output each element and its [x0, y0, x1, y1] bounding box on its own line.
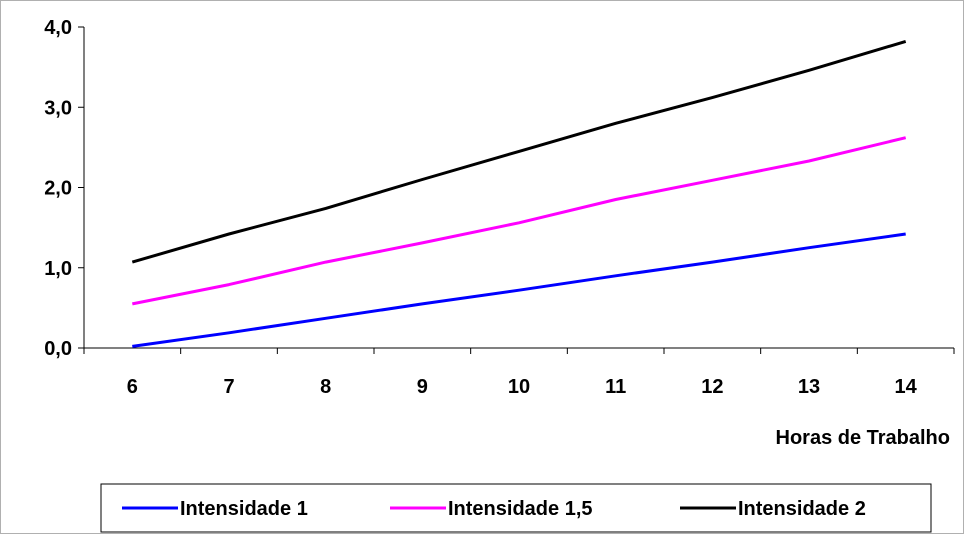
axes: 0,0 1,0 2,0 3,0 4,0 6 7 8 9 10 11 12 13 14	[44, 17, 955, 398]
series-line	[132, 232, 906, 348]
y-tick-label: 4,0	[44, 17, 72, 39]
series-line	[131, 39, 907, 264]
y-tick-label: 3,0	[44, 97, 72, 119]
x-tick-label: 6	[127, 376, 138, 398]
legend-box	[100, 483, 932, 533]
y-tick-label: 1,0	[44, 258, 72, 280]
legend: Intensidade 1 Intensidade 1,5 Intensidade …	[100, 483, 932, 533]
x-tick-label: 10	[508, 376, 530, 398]
x-tick-label: 8	[320, 376, 331, 398]
x-axis-title: Horas de Trabalho	[776, 427, 951, 449]
x-tick-label: 13	[798, 376, 820, 398]
legend-label: Intensidade 2	[738, 498, 866, 520]
x-tick-label: 14	[895, 376, 918, 398]
legend-label: Intensidade 1,5	[448, 498, 593, 520]
x-tick-label: 12	[701, 376, 723, 398]
y-tick-label: 0,0	[44, 338, 72, 360]
y-tick-label: 2,0	[44, 178, 72, 200]
series-group	[131, 39, 907, 348]
x-tick-label: 9	[417, 376, 428, 398]
legend-label: Intensidade 1	[180, 498, 308, 520]
x-tick-label: 11	[605, 376, 626, 398]
series-line	[132, 136, 907, 306]
x-tick-label: 7	[223, 376, 234, 398]
